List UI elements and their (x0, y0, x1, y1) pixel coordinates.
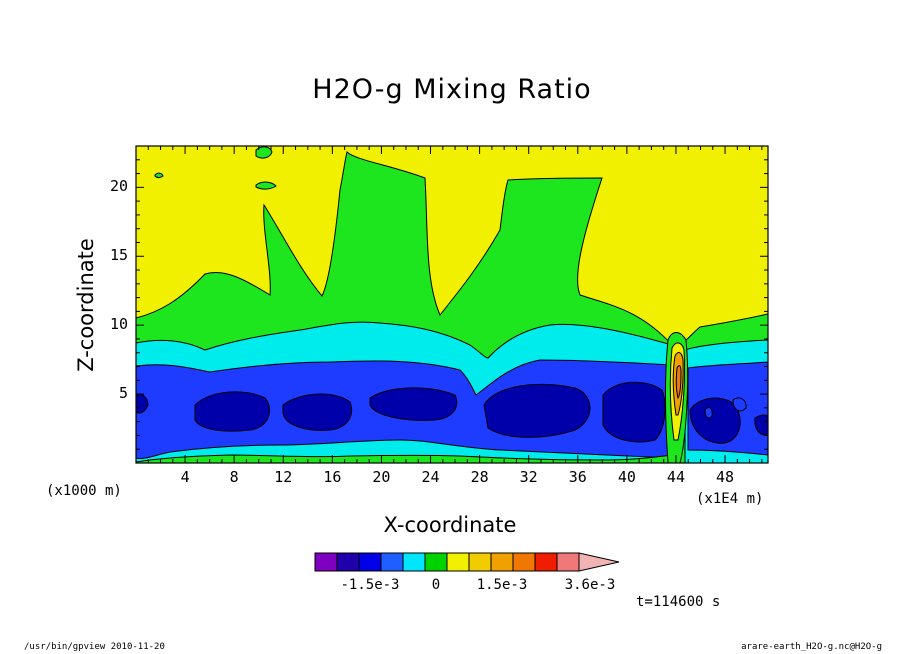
contour-plume-darkorange (675, 365, 682, 400)
x-tick-label: 36 (568, 468, 587, 486)
x-unit-label: (x1000 m) (46, 483, 122, 499)
colorbar-swatch (468, 552, 492, 572)
colorbar-swatch (534, 552, 558, 572)
x-tick-label: 12 (274, 468, 293, 486)
x-tick-label: 16 (323, 468, 342, 486)
x-tick-label: 40 (617, 468, 636, 486)
colorbar-swatch (402, 552, 426, 572)
y-tick-label: 5 (118, 384, 128, 403)
x-tick-label: 8 (229, 468, 239, 486)
colorbar-swatch (556, 552, 580, 572)
colorbar-arrow (578, 552, 620, 572)
contour-darkblue (282, 393, 353, 431)
x-tick-label: 44 (666, 468, 685, 486)
colorbar-swatch (490, 552, 514, 572)
colorbar-tick-label: 3.6e-3 (564, 577, 616, 593)
x-tick-label: 48 (716, 468, 735, 486)
x-tick-label: 28 (470, 468, 489, 486)
x-axis-label: X-coordinate (383, 513, 517, 537)
contour-darkblue (602, 381, 666, 443)
colorbar-swatch (358, 552, 382, 572)
colorbar-swatch (336, 552, 360, 572)
x-scale-label: (x1E4 m) (696, 491, 764, 507)
time-label: t=114600 s (636, 594, 721, 610)
contour-darkblue (754, 414, 768, 436)
plot-frame (135, 145, 769, 464)
y-tick-label: 20 (109, 177, 128, 196)
colorbar-swatch (424, 552, 448, 572)
tick-marks (136, 146, 768, 463)
x-tick-label: 24 (421, 468, 440, 486)
colorbar-swatch (380, 552, 404, 572)
colorbar-tick-label: -1.5e-3 (340, 577, 400, 593)
contour-darkblue (136, 393, 149, 414)
y-tick-label: 15 (109, 246, 128, 265)
contour-green-island (154, 172, 164, 178)
colorbar-swatch (446, 552, 470, 572)
footer-right: arare-earth_H2O-g.nc@H2O-g (741, 642, 882, 652)
contour-blue-island (732, 397, 747, 412)
x-tick-label: 32 (519, 468, 538, 486)
contour-darkblue (194, 391, 270, 432)
contour-green-island (255, 181, 277, 190)
x-tick-label: 20 (372, 468, 391, 486)
colorbar-swatch (314, 552, 338, 572)
y-tick-label: 10 (109, 315, 128, 334)
colorbar-tick-label: 0 (431, 577, 441, 593)
colorbar-swatch (512, 552, 536, 572)
x-tick-label: 4 (180, 468, 190, 486)
contour-darkblue (483, 383, 591, 438)
contour-green-island (255, 146, 273, 159)
contour-darkblue (369, 387, 458, 421)
chart-title: H2O-g Mixing Ratio (312, 74, 592, 105)
colorbar (314, 552, 620, 572)
contour-fills (136, 146, 768, 463)
contour-green-bottom (136, 454, 673, 463)
y-axis-label: Z-coordinate (74, 238, 98, 372)
contour-blue-island (704, 407, 713, 419)
contour-darkblue (689, 397, 741, 444)
colorbar-tick-label: 1.5e-3 (476, 577, 528, 593)
footer-left: /usr/bin/gpview 2010-11-20 (24, 642, 165, 652)
